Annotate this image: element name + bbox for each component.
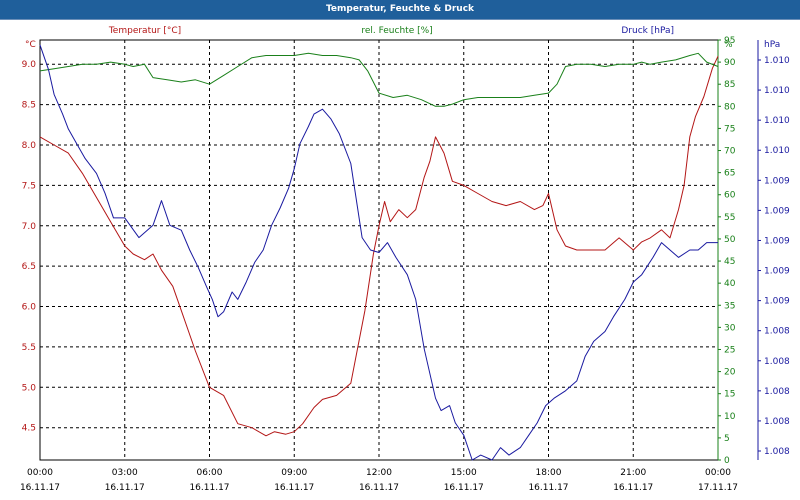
humidity-tick-label: 35 — [724, 301, 735, 311]
pressure-tick-label: 1.008 — [764, 447, 790, 457]
pressure-tick-label: 1.009 — [764, 297, 790, 307]
humidity-tick-label: 50 — [724, 235, 736, 245]
humidity-tick-label: 30 — [724, 323, 736, 333]
humidity-series-label: rel. Feuchte [%] — [361, 26, 432, 36]
pressure-tick-label: 1.010 — [764, 116, 790, 126]
humidity-tick-label: 95 — [724, 36, 735, 46]
time-tick-label: 06:00 — [197, 468, 223, 478]
temperature-tick-label: 6.0 — [22, 303, 37, 313]
humidity-tick-label: 65 — [724, 169, 735, 179]
pressure-tick-label: 1.008 — [764, 357, 790, 367]
temperature-tick-label: 4.5 — [22, 424, 36, 434]
pressure-tick-label: 1.008 — [764, 417, 790, 427]
time-tick-label: 09:00 — [281, 468, 307, 478]
temperature-tick-label: 6.5 — [22, 262, 36, 272]
pressure-axis: 1.010 1.010 1.010 1.010 1.009 1.009 1.009 1.009… — [758, 56, 790, 457]
date-tick-label: 16.11.17 — [189, 483, 229, 493]
temperature-unit-label: °C — [25, 40, 36, 50]
plot-frame — [39, 39, 759, 461]
time-tick-label: 12:00 — [366, 468, 392, 478]
pressure-tick-label: 1.009 — [764, 206, 790, 216]
humidity-tick-label: 75 — [724, 124, 735, 134]
time-tick-label: 00:00 — [27, 468, 53, 478]
series-lines — [39, 44, 719, 461]
time-tick-label: 03:00 — [112, 468, 138, 478]
humidity-tick-label: 80 — [724, 102, 736, 112]
humidity-tick-label: 85 — [724, 80, 735, 90]
grid — [40, 40, 718, 460]
humidity-tick-label: 45 — [724, 257, 735, 267]
pressure-tick-label: 1.009 — [764, 267, 790, 277]
pressure-tick-label: 1.008 — [764, 387, 790, 397]
pressure-tick-label: 1.010 — [764, 56, 790, 66]
humidity-tick-label: 90 — [724, 58, 736, 68]
temperature-tick-label: 9.0 — [22, 60, 37, 70]
pressure-tick-label: 1.010 — [764, 146, 790, 156]
time-tick-label: 21:00 — [620, 468, 646, 478]
chart-title-bar: Temperatur, Feuchte & Druck — [0, 0, 800, 20]
pressure-series-label: Druck [hPa] — [621, 26, 674, 36]
date-tick-label: 16.11.17 — [359, 483, 399, 493]
temperature-tick-label: 5.0 — [22, 383, 37, 393]
humidity-tick-label: 25 — [724, 345, 735, 355]
temperature-tick-label: 8.0 — [22, 141, 37, 151]
humidity-tick-label: 60 — [724, 191, 736, 201]
humidity-tick-label: 15 — [724, 390, 735, 400]
temperature-tick-label: 5.5 — [22, 343, 36, 353]
temperature-tick-label: 8.5 — [22, 101, 36, 111]
temperature-tick-label: 7.5 — [22, 181, 36, 191]
chart-title: Temperatur, Feuchte & Druck — [325, 4, 475, 14]
axis-labels: Temperatur [°C] rel. Feuchte [%] Druck [hP… — [25, 26, 780, 50]
date-tick-label: 16.11.17 — [528, 483, 568, 493]
humidity-tick-label: 5 — [724, 434, 730, 444]
date-tick-label: 17.11.17 — [698, 483, 738, 493]
pressure-tick-label: 1.008 — [764, 327, 790, 337]
humidity-tick-label: 0 — [724, 456, 730, 466]
date-tick-label: 16.11.17 — [613, 483, 653, 493]
date-tick-label: 16.11.17 — [444, 483, 484, 493]
humidity-tick-label: 55 — [724, 213, 735, 223]
temperature-axis: 9.0 8.5 8.0 7.5 7.0 6.5 6.0 5.5 5.0 4.5 — [22, 60, 37, 433]
humidity-tick-label: 20 — [724, 368, 736, 378]
pressure-tick-label: 1.009 — [764, 176, 790, 186]
pressure-unit-label: hPa — [764, 40, 780, 50]
temperature-series-label: Temperatur [°C] — [108, 26, 181, 36]
time-tick-label: 15:00 — [451, 468, 477, 478]
humidity-series-line — [39, 52, 719, 107]
pressure-tick-label: 1.010 — [764, 86, 790, 96]
temperature-series-line — [39, 55, 719, 437]
date-tick-label: 16.11.17 — [105, 483, 145, 493]
humidity-tick-label: 10 — [724, 412, 736, 422]
humidity-unit-label: % — [724, 40, 733, 50]
time-tick-label: 18:00 — [536, 468, 562, 478]
date-tick-label: 16.11.17 — [274, 483, 314, 493]
time-tick-label: 00:00 — [705, 468, 731, 478]
temperature-tick-label: 7.0 — [22, 222, 37, 232]
date-tick-label: 16.11.17 — [20, 483, 60, 493]
humidity-tick-label: 70 — [724, 147, 736, 157]
pressure-series-line — [39, 44, 718, 461]
pressure-tick-label: 1.009 — [764, 236, 790, 246]
humidity-tick-label: 40 — [724, 279, 736, 289]
time-axis: 00:00 16.11.17 03:00 16.11.17 06:00 16.11.17 0… — [20, 468, 738, 493]
